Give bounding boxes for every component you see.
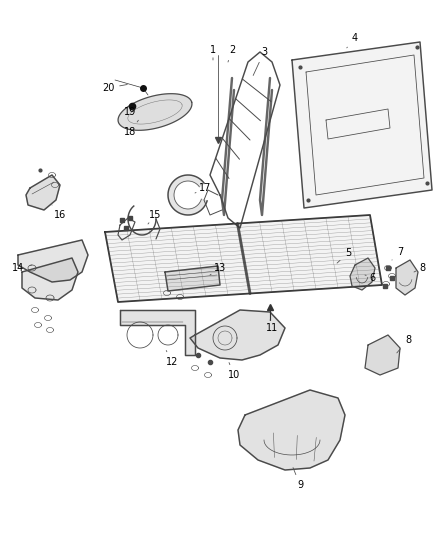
Text: 15: 15 [148,210,161,224]
Text: 7: 7 [392,247,403,260]
Polygon shape [190,310,285,360]
Text: 3: 3 [253,47,267,76]
Text: 8: 8 [397,335,411,353]
Polygon shape [118,94,192,130]
Text: 10: 10 [228,362,240,380]
Text: 8: 8 [414,263,425,273]
Text: 13: 13 [210,263,226,275]
Polygon shape [22,258,78,300]
Text: 1: 1 [210,45,216,60]
Text: 16: 16 [52,205,66,220]
Text: 20: 20 [102,83,127,93]
Polygon shape [238,390,345,470]
Polygon shape [292,42,432,208]
Text: 11: 11 [266,320,278,333]
Polygon shape [350,258,375,290]
Text: 9: 9 [293,467,303,490]
Polygon shape [396,260,418,295]
Text: 5: 5 [337,248,351,263]
Text: 4: 4 [347,33,358,48]
Polygon shape [168,175,207,215]
Text: 6: 6 [365,273,375,283]
Text: 18: 18 [124,120,138,137]
Polygon shape [165,266,220,291]
Polygon shape [105,215,382,302]
Polygon shape [120,310,195,355]
Text: 19: 19 [124,107,136,117]
Text: 2: 2 [228,45,235,62]
Polygon shape [18,240,88,282]
Text: 17: 17 [195,183,211,193]
Polygon shape [365,335,400,375]
Polygon shape [26,175,60,210]
Text: 14: 14 [12,263,32,273]
Text: 12: 12 [166,351,178,367]
